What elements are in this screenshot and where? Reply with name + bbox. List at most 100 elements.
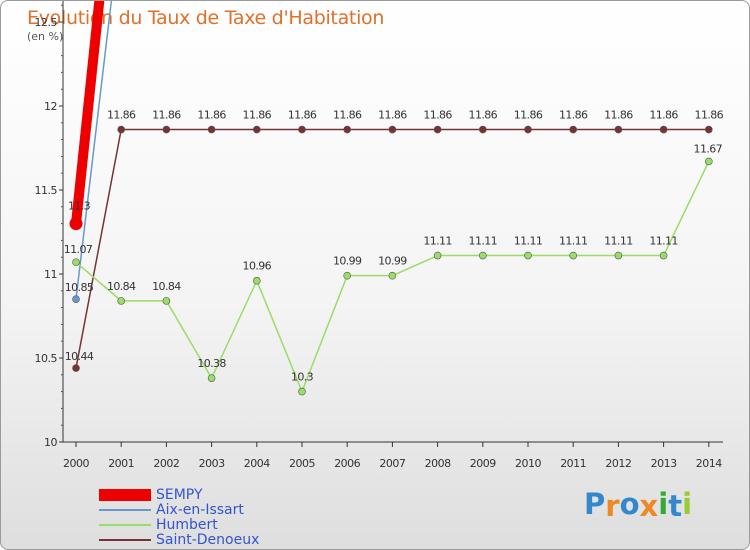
data-point-humbert: [478, 251, 487, 260]
data-label-saint-denoeux: 11.86: [107, 109, 136, 122]
data-label-humbert: 11.11: [559, 235, 588, 248]
data-label-saint-denoeux: 11.86: [514, 109, 543, 122]
data-label-saint-denoeux: 11.86: [423, 109, 452, 122]
data-point-saint-denoeux: [524, 125, 532, 134]
data-point-saint-denoeux: [72, 364, 80, 372]
data-label-humbert: 11.11: [604, 235, 633, 248]
data-label-saint-denoeux: 11.86: [695, 109, 724, 122]
data-point-saint-denoeux: [162, 125, 171, 134]
y-tick-label: 11: [44, 268, 57, 281]
data-label-saint-denoeux: 11.86: [243, 109, 272, 122]
data-point-humbert: [433, 251, 442, 260]
legend-label-humbert: Humbert: [156, 517, 218, 533]
legend-swatch-aix-en-issart: [99, 509, 151, 511]
data-label-saint-denoeux: 11.86: [288, 109, 317, 122]
data-point-humbert: [659, 251, 668, 260]
data-point-humbert: [614, 251, 623, 260]
data-label-humbert: 10.84: [107, 280, 136, 293]
legend-swatch-saint-denoeux: [99, 539, 151, 541]
x-tick-label: 2010: [515, 457, 541, 470]
data-point-humbert: [117, 297, 125, 305]
data-point-saint-denoeux: [117, 125, 125, 134]
logo-letter: t: [668, 489, 683, 523]
data-label-saint-denoeux: 11.86: [378, 109, 407, 122]
chart-unit-label: (en %): [27, 30, 64, 43]
data-point-humbert: [388, 271, 397, 280]
x-tick-label: 2002: [153, 457, 179, 470]
x-tick-label: 2008: [425, 457, 451, 470]
data-point-saint-denoeux: [659, 125, 668, 134]
data-label-sempy: 11.3: [68, 200, 91, 213]
y-tick-label: 12.5: [35, 16, 58, 29]
data-label-humbert: 10.3: [291, 371, 314, 384]
data-point-saint-denoeux: [704, 125, 713, 134]
data-point-humbert: [72, 258, 80, 267]
logo-letter: o: [619, 487, 640, 521]
data-point-humbert: [162, 297, 171, 305]
data-label-saint-denoeux: 11.86: [333, 109, 362, 122]
data-label-saint-denoeux: 11.86: [197, 109, 226, 122]
y-tick-label: 11.5: [35, 184, 58, 197]
data-point-saint-denoeux: [253, 125, 261, 134]
data-point-saint-denoeux: [207, 125, 216, 134]
data-label-saint-denoeux: 11.86: [559, 109, 588, 122]
x-tick-label: 2005: [289, 457, 315, 470]
logo-letter: r: [605, 489, 620, 523]
x-tick-label: 2006: [334, 457, 360, 470]
legend-label-aix-en-issart: Aix-en-Issart: [156, 502, 244, 518]
x-tick-label: 2014: [696, 457, 722, 470]
data-point-humbert: [253, 276, 261, 285]
y-tick-label: 10.5: [35, 352, 58, 365]
logo-letter: i: [658, 487, 669, 521]
x-tick-label: 2012: [605, 457, 631, 470]
x-tick-label: 2013: [651, 457, 677, 470]
logo-letter: x: [639, 489, 659, 523]
data-label-humbert: 11.11: [469, 235, 498, 248]
data-label-humbert: 11.11: [514, 235, 543, 248]
data-label-humbert: 11.11: [423, 235, 452, 248]
x-tick-label: 2003: [199, 457, 225, 470]
y-tick-label: 10: [44, 436, 57, 449]
data-point-humbert: [343, 271, 352, 280]
data-point-humbert: [298, 387, 306, 396]
x-tick-label: 2009: [470, 457, 496, 470]
data-point-saint-denoeux: [614, 125, 623, 134]
x-tick-label: 2000: [63, 457, 89, 470]
data-point-humbert: [704, 157, 713, 166]
x-tick-label: 2001: [108, 457, 134, 470]
series-line-saint-denoeux: [75, 128, 709, 369]
data-point-aix-en-issart: [72, 295, 80, 304]
data-point-humbert: [569, 251, 578, 260]
data-point-saint-denoeux: [343, 125, 352, 134]
legend-label-saint-denoeux: Saint-Denoeux: [156, 532, 260, 548]
x-tick-label: 2007: [379, 457, 405, 470]
legend-swatch-sempy: [99, 489, 151, 501]
data-point-saint-denoeux: [478, 125, 487, 134]
x-tick-label: 2004: [244, 457, 270, 470]
data-label-humbert: 11.67: [694, 142, 723, 155]
data-point-humbert: [524, 251, 532, 260]
data-label-humbert: 10.38: [197, 357, 226, 370]
data-label-saint-denoeux: 11.86: [152, 109, 181, 122]
logo-letter: P: [584, 487, 606, 521]
data-label-aix-en-issart: 10.85: [65, 281, 94, 294]
logo-letter: i: [682, 487, 693, 521]
data-point-saint-denoeux: [569, 125, 578, 134]
y-tick-label: 12: [44, 100, 57, 113]
data-label-saint-denoeux: 11.86: [469, 109, 498, 122]
data-label-humbert: 11.11: [649, 235, 678, 248]
proxiti-logo: Proxiti: [584, 487, 693, 523]
data-point-sempy: [69, 217, 83, 231]
data-point-humbert: [207, 374, 216, 382]
chart-title: Evolution du Taux de Taxe d'Habitation: [27, 7, 385, 29]
data-label-humbert: 11.07: [64, 243, 93, 256]
data-label-humbert: 10.96: [243, 260, 272, 273]
data-label-humbert: 10.84: [152, 280, 181, 293]
legend-label-sempy: SEMPY: [156, 487, 203, 503]
data-label-humbert: 10.99: [333, 255, 362, 268]
data-label-saint-denoeux: 11.86: [649, 109, 678, 122]
data-point-saint-denoeux: [298, 125, 306, 134]
legend-swatch-humbert: [99, 524, 151, 526]
